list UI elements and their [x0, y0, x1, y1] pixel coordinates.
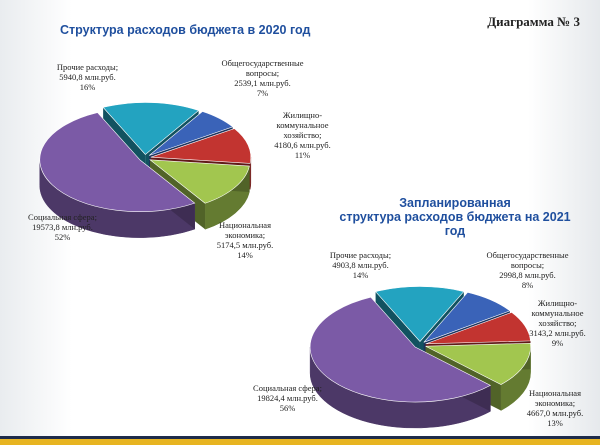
percent-label: 56%	[279, 403, 296, 413]
chart-title: Структура расходов бюджета в 2020 год	[60, 23, 311, 37]
percent-label: 14%	[352, 270, 369, 280]
percent-label: 13%	[547, 418, 563, 428]
value-label: 2998,8 млн.руб.	[499, 270, 556, 280]
pie-slice	[149, 159, 250, 204]
value-label: 4180,6 млн.руб.	[274, 140, 331, 150]
pie-slice	[102, 102, 200, 155]
percent-label: 11%	[294, 150, 311, 160]
data-label: Прочие расходы; 4903,8 млн.руб. 14%	[318, 250, 403, 280]
data-label: Общегосударственные вопросы; 2539,1 млн.р…	[215, 58, 310, 98]
value-label: 4903,8 млн.руб.	[332, 260, 389, 270]
pie-slice	[149, 111, 234, 156]
category-label: Прочие расходы;	[329, 250, 392, 260]
percent-label: 9%	[551, 338, 564, 348]
pie-slice	[150, 128, 252, 164]
pie-slice	[375, 286, 465, 342]
data-label: Общегосударственные вопросы; 2998,8 млн.р…	[480, 250, 575, 290]
data-label: Прочие расходы; 5940,8 млн.руб. 16%	[45, 62, 130, 92]
pie-slice	[423, 292, 511, 343]
data-label: Социальная сфера; 19573,8 млн.руб. 52%	[20, 212, 105, 242]
value-label: 4667,0 млн.руб.	[526, 408, 584, 418]
value-label: 3143,2 млн.руб.	[529, 328, 586, 338]
category-label: Социальная сфера;	[253, 383, 322, 393]
category-label: Национальная экономика;	[218, 220, 271, 240]
footer-strip	[0, 439, 600, 445]
percent-label: 7%	[256, 88, 269, 98]
data-label: Жилищно-коммунальное хозяйство; 3143,2 мл…	[520, 298, 595, 348]
value-label: 5174,5 млн.руб.	[216, 240, 274, 250]
value-label: 2539,1 млн.руб.	[234, 78, 291, 88]
category-label: Жилищно-коммунальное хозяйство;	[531, 298, 584, 328]
data-label: Национальная экономика; 5174,5 млн.руб. 14…	[205, 220, 285, 260]
category-label: Общегосударственные вопросы;	[486, 250, 569, 270]
category-label: Национальная экономика;	[528, 388, 581, 408]
value-label: 19573,8 млн.руб.	[32, 222, 93, 232]
percent-label: 16%	[79, 82, 96, 92]
pie-slice	[39, 112, 196, 213]
page-label: Диаграмма № 3	[487, 14, 580, 29]
pie-slice	[425, 312, 531, 345]
value-label: 5940,8 млн.руб.	[59, 72, 116, 82]
data-label: Национальная экономика; 4667,0 млн.руб. 13…	[515, 388, 595, 428]
pie-slice	[309, 296, 492, 403]
pie-slice	[425, 342, 531, 385]
category-label: Жилищно-коммунальное хозяйство;	[276, 110, 329, 140]
percent-label: 52%	[54, 232, 71, 242]
category-label: Прочие расходы;	[56, 62, 119, 72]
chart-title: Запланированная структура расходов бюдже…	[339, 196, 571, 238]
percent-label: 14%	[237, 250, 253, 260]
percent-label: 8%	[521, 280, 534, 290]
footer-strip	[0, 436, 600, 439]
data-label: Жилищно-коммунальное хозяйство; 4180,6 мл…	[265, 110, 340, 160]
value-label: 19824,4 млн.руб.	[257, 393, 318, 403]
category-label: Общегосударственные вопросы;	[221, 58, 304, 78]
data-label: Социальная сфера; 19824,4 млн.руб. 56%	[245, 383, 330, 413]
category-label: Социальная сфера;	[28, 212, 97, 222]
